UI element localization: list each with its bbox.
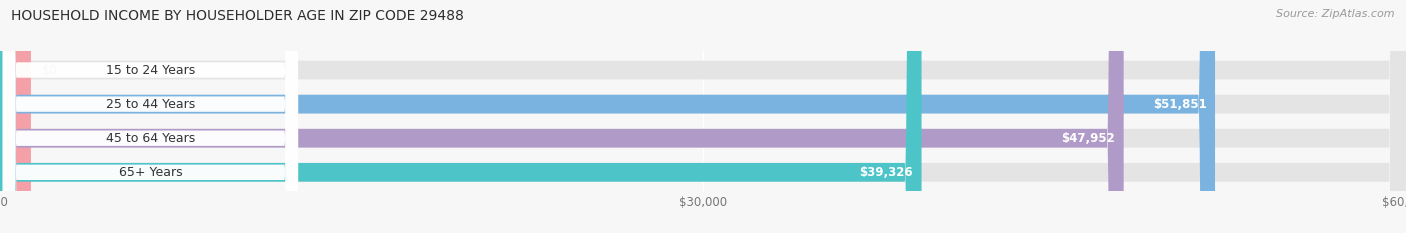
FancyBboxPatch shape: [3, 0, 298, 233]
Text: $0: $0: [42, 64, 58, 76]
Text: $51,851: $51,851: [1153, 98, 1206, 111]
FancyBboxPatch shape: [0, 0, 921, 233]
Text: Source: ZipAtlas.com: Source: ZipAtlas.com: [1277, 9, 1395, 19]
Text: 65+ Years: 65+ Years: [118, 166, 183, 179]
FancyBboxPatch shape: [0, 0, 31, 233]
Text: 15 to 24 Years: 15 to 24 Years: [105, 64, 195, 76]
FancyBboxPatch shape: [3, 0, 298, 233]
Text: 25 to 44 Years: 25 to 44 Years: [105, 98, 195, 111]
Text: $47,952: $47,952: [1062, 132, 1115, 145]
FancyBboxPatch shape: [3, 0, 298, 233]
FancyBboxPatch shape: [3, 0, 298, 233]
FancyBboxPatch shape: [0, 0, 1123, 233]
FancyBboxPatch shape: [0, 0, 1215, 233]
Text: 45 to 64 Years: 45 to 64 Years: [105, 132, 195, 145]
Text: HOUSEHOLD INCOME BY HOUSEHOLDER AGE IN ZIP CODE 29488: HOUSEHOLD INCOME BY HOUSEHOLDER AGE IN Z…: [11, 9, 464, 23]
Text: $39,326: $39,326: [859, 166, 912, 179]
